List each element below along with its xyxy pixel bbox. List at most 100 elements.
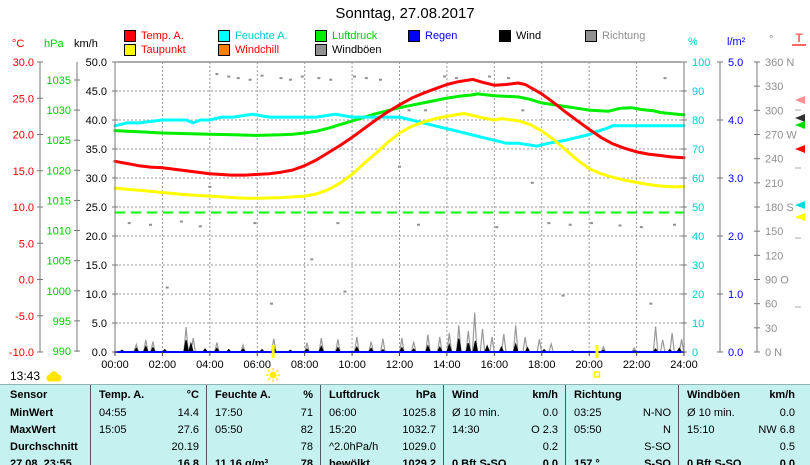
sunrise-sun-icon — [266, 368, 281, 382]
svg-text:00:00: 00:00 — [101, 359, 129, 371]
svg-text:-5.0: -5.0 — [15, 311, 34, 323]
svg-text:16:00: 16:00 — [481, 359, 509, 371]
svg-text:06:00: 06:00 — [243, 359, 271, 371]
svg-text:120: 120 — [765, 250, 783, 262]
stat-cell: 14:30 O 2.3 — [443, 421, 565, 438]
svg-text:20:00: 20:00 — [575, 359, 603, 371]
axis-kmh: 50.0 45.0 40.0 35.0 30.0 25.0 20.0 15.0 10.0 5.0 0… — [86, 57, 118, 359]
stat-cell: 15:10 NW 6.8 — [678, 421, 802, 438]
svg-text:24:00: 24:00 — [670, 359, 698, 371]
stat-header-temp-a-: Temp. A. °C — [90, 385, 206, 404]
legend-color-swatch — [124, 30, 136, 42]
stat-cell: 03:25 N-NO — [565, 404, 678, 421]
svg-text:4.0: 4.0 — [728, 115, 743, 127]
stat-cell: 17:50 71 — [206, 404, 320, 421]
stat-cell: 05:50 82 — [206, 421, 320, 438]
svg-text:180 S: 180 S — [765, 202, 794, 214]
stat-cell: 20.19 — [90, 438, 206, 455]
svg-text:08:00: 08:00 — [291, 359, 319, 371]
svg-text:5.0: 5.0 — [728, 57, 743, 69]
unit-percent-label: % — [688, 36, 698, 48]
legend-taupunkt: Taupunkt — [124, 44, 186, 56]
series-temp-a- — [113, 77, 686, 177]
stat-header-richtung: Richtung — [565, 385, 678, 404]
stat-cell: 0 Bft S-SO 0.0 — [678, 455, 802, 465]
svg-text:0.0: 0.0 — [19, 275, 34, 287]
stat-cell: 11.16 g/m³ 78 — [206, 455, 320, 465]
legend-label: Regen — [425, 30, 458, 42]
svg-text:150: 150 — [765, 226, 783, 238]
svg-text:30: 30 — [692, 260, 704, 272]
svg-text:1.0: 1.0 — [728, 289, 743, 301]
legend-label: Windböen — [332, 44, 382, 56]
svg-text:360 N: 360 N — [765, 57, 794, 69]
stat-cell: 78 — [206, 438, 320, 455]
stat-cell: bewölkt 1029.2 — [320, 455, 443, 465]
svg-text:18:00: 18:00 — [528, 359, 556, 371]
svg-text:10: 10 — [692, 318, 704, 330]
svg-text:0 N: 0 N — [765, 347, 782, 359]
x-axis-labels: 00:00 02:00 04:00 06:00 08:00 10:00 12:00 14:00… — [101, 352, 698, 371]
svg-text:100: 100 — [692, 57, 710, 69]
svg-text:10.0: 10.0 — [86, 289, 107, 301]
current-value-indicator-column: T — [792, 31, 806, 308]
stat-cell: 04:55 14.4 — [90, 404, 206, 421]
svg-text:300: 300 — [765, 105, 783, 117]
stat-cell: 06:00 1025.8 — [320, 404, 443, 421]
svg-text:20.0: 20.0 — [86, 231, 107, 243]
stat-cell: 157 ° S-SO — [565, 455, 678, 465]
svg-text:0.0: 0.0 — [92, 347, 107, 359]
svg-text:240: 240 — [765, 154, 783, 166]
stat-row-label: MinWert — [10, 406, 54, 419]
svg-text:02:00: 02:00 — [149, 359, 177, 371]
legend-color-swatch — [218, 30, 230, 42]
legend-color-swatch — [315, 30, 327, 42]
stat-row-label: 27.08. 23:55 — [10, 457, 72, 465]
sunset-icon — [593, 371, 601, 378]
svg-text:3.0: 3.0 — [728, 173, 743, 185]
legend-regen: Regen — [408, 30, 457, 42]
svg-text:20.0: 20.0 — [13, 130, 34, 142]
svg-text:995: 995 — [53, 316, 71, 328]
stat-cell: 15:20 1032.7 — [320, 421, 443, 438]
svg-text:80: 80 — [692, 115, 704, 127]
legend-wind: Wind — [499, 30, 541, 42]
svg-text:15.0: 15.0 — [13, 166, 34, 178]
svg-text:15.0: 15.0 — [86, 260, 107, 272]
stat-header-luftdruck: Luftdruck hPa — [320, 385, 443, 404]
legend-richtung: Richtung — [585, 30, 645, 42]
svg-text:04:00: 04:00 — [196, 359, 224, 371]
stat-row-label: Durchschnitt — [10, 440, 78, 453]
legend-label: Feuchte A. — [235, 30, 288, 42]
svg-text:30.0: 30.0 — [13, 57, 34, 69]
stat-cell: 0.2 — [443, 438, 565, 455]
unit-hpa-label: hPa — [44, 38, 64, 50]
legend-color-swatch — [218, 44, 230, 56]
legend-label: Taupunkt — [141, 44, 186, 56]
svg-text:1020: 1020 — [47, 165, 71, 177]
sun-markers — [266, 345, 601, 382]
stat-cell: Ø 10 min. 0.0 — [678, 404, 802, 421]
svg-text:35.0: 35.0 — [86, 144, 107, 156]
svg-text:1015: 1015 — [47, 195, 71, 207]
legend-color-swatch — [408, 30, 420, 42]
series-taupunkt — [113, 112, 686, 200]
stat-cell: 0 Bft S-SO 0.0 — [443, 455, 565, 465]
svg-text:1010: 1010 — [47, 226, 71, 238]
svg-text:60: 60 — [765, 299, 777, 311]
stats-table: Sensor Temp. A. °C Feuchte A.% Luftdruck hPa W… — [0, 384, 810, 465]
legend-luftdruck: Luftdruck — [315, 30, 377, 42]
svg-text:210: 210 — [765, 178, 783, 190]
legend-label: Luftdruck — [332, 30, 378, 42]
grid — [115, 62, 684, 352]
stat-header-feuchte-a-: Feuchte A.% — [206, 385, 320, 404]
legend-label: Windchill — [235, 44, 280, 56]
svg-text:T: T — [795, 31, 803, 45]
stat-cell: Ø 10 min. 0.0 — [443, 404, 565, 421]
svg-text:270 W: 270 W — [765, 130, 797, 142]
svg-text:70: 70 — [692, 144, 704, 156]
stat-header-windböen: Windböen km/h — [678, 385, 802, 404]
series-richtung — [127, 73, 677, 305]
svg-text:1000: 1000 — [47, 286, 71, 298]
svg-text:0: 0 — [692, 347, 698, 359]
